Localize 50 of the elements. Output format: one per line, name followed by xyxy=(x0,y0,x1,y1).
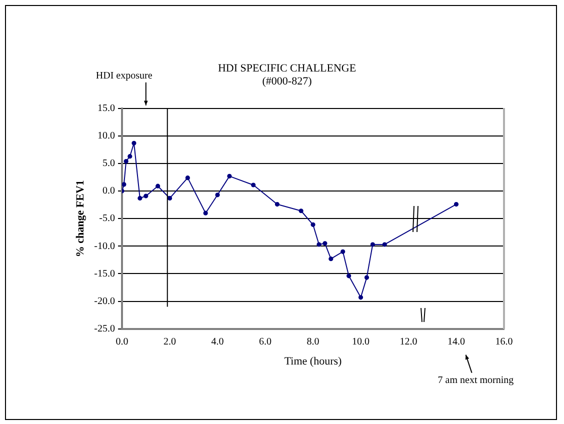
point xyxy=(310,222,316,227)
point xyxy=(185,176,190,180)
y-axis-title: % change FEV1 xyxy=(74,180,86,258)
y-tick-label: 5.0 xyxy=(102,158,116,170)
point xyxy=(274,202,280,207)
x-tick-label: 10.0 xyxy=(352,336,370,348)
point xyxy=(227,174,232,178)
chart-title: HDI SPECIFIC CHALLENGE xyxy=(218,62,356,74)
x-tick-label: 6.0 xyxy=(259,336,272,348)
x-tick-label: 12.0 xyxy=(400,336,418,348)
y-tick-label: 10.0 xyxy=(98,130,116,142)
point xyxy=(346,274,352,278)
y-tick-label: -25.0 xyxy=(94,323,116,334)
point xyxy=(364,275,370,280)
y-tick-label: -20.0 xyxy=(94,296,116,307)
x-tick-label: 4.0 xyxy=(211,336,224,348)
point xyxy=(203,210,208,216)
y-tick-label: -5.0 xyxy=(99,213,116,224)
point xyxy=(215,192,220,198)
y-tick-label: -15.0 xyxy=(94,268,116,280)
x-tick-label: 0.0 xyxy=(116,336,128,348)
point xyxy=(156,184,160,188)
x-axis-title: Time (hours) xyxy=(284,355,342,368)
point xyxy=(128,154,132,159)
point xyxy=(122,182,126,187)
point xyxy=(328,256,334,262)
x-tick-label: 8.0 xyxy=(306,336,320,348)
point xyxy=(132,140,136,146)
point xyxy=(251,182,256,188)
point xyxy=(316,242,322,247)
y-tick-label: 0.0 xyxy=(102,186,116,197)
text: 7 am next morning xyxy=(438,374,514,386)
point xyxy=(138,196,142,201)
point xyxy=(454,202,459,207)
x-tick-label: 14.0 xyxy=(448,336,466,348)
y-tick-label: 15.0 xyxy=(98,103,116,114)
point xyxy=(144,194,148,198)
point xyxy=(340,249,346,254)
chart-subtitle: (#000-827) xyxy=(262,76,312,88)
point xyxy=(167,196,172,201)
x-tick-label: 16.0 xyxy=(495,336,513,348)
point xyxy=(124,158,128,164)
x-tick-label: 2.0 xyxy=(164,336,176,348)
point xyxy=(382,242,387,247)
point xyxy=(322,241,328,246)
y-tick-label: -10.0 xyxy=(94,240,116,252)
point xyxy=(370,242,375,247)
point xyxy=(358,295,364,300)
point xyxy=(298,208,304,214)
text: HDI exposure xyxy=(96,70,153,82)
